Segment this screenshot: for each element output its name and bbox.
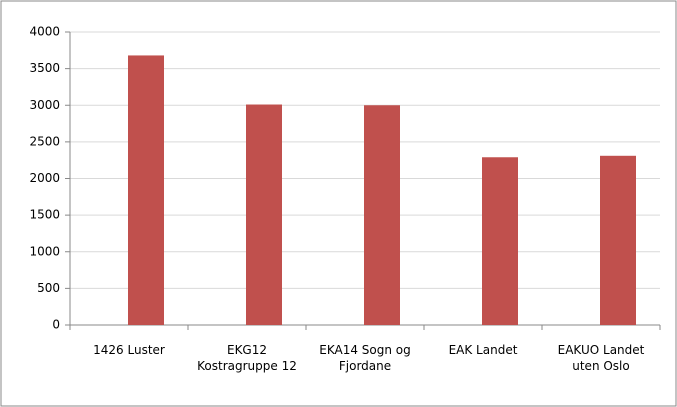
y-tick-label: 0 <box>52 318 60 332</box>
y-tick-label: 500 <box>37 281 60 295</box>
bar <box>364 105 400 325</box>
y-tick-label: 2000 <box>29 171 60 185</box>
x-tick-label: 1426 Luster <box>93 343 165 357</box>
bar <box>482 157 518 325</box>
bar <box>246 104 282 325</box>
x-tick-label: EAK Landet <box>448 343 518 357</box>
bar <box>128 55 164 325</box>
y-tick-label: 3000 <box>29 98 60 112</box>
y-tick-label: 3500 <box>29 61 60 75</box>
y-tick-label: 1500 <box>29 208 60 222</box>
bar <box>600 155 636 325</box>
x-tick-label: EKG12 Kostragruppe 12 <box>197 343 297 373</box>
x-tick-label: EAKUO Landet uten Oslo <box>557 343 645 373</box>
y-tick-label: 2500 <box>29 134 60 148</box>
x-tick-label: EKA14 Sogn og Fjordane <box>319 343 411 373</box>
y-tick-label: 1000 <box>29 244 60 258</box>
y-tick-label: 4000 <box>29 25 60 39</box>
